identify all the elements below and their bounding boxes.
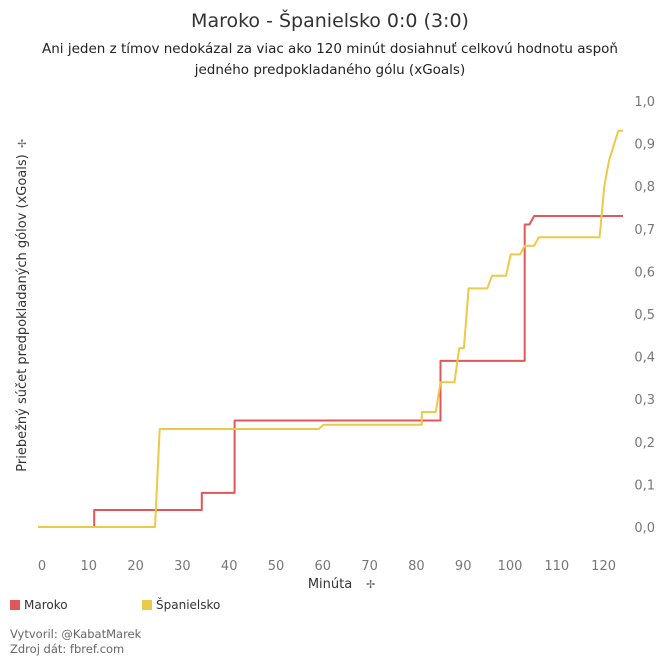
y-tick-label: 0,3	[634, 393, 655, 408]
x-axis-label: Minúta	[308, 577, 352, 592]
x-tick-label: 80	[408, 559, 425, 574]
series-line-spanielsko	[38, 129, 623, 528]
y-axis-title: Priebežný súčet predpokladaných gólov (x…	[15, 139, 30, 472]
x-tick-label: 10	[81, 559, 98, 574]
credit-source: Zdroj dát: fbref.com	[10, 642, 125, 656]
legend-label-maroko: Maroko	[24, 598, 68, 612]
y-tick-label: 0,0	[634, 521, 655, 536]
y-axis-label: Priebežný súčet predpokladaných gólov (x…	[15, 154, 30, 471]
x-tick-label: 30	[174, 559, 191, 574]
credit-author: Vytvoril: @KabatMarek	[10, 627, 142, 641]
x-tick-label: 100	[498, 559, 523, 574]
y-tick-label: 0,9	[634, 138, 655, 153]
x-tick-label: 20	[127, 559, 144, 574]
y-tick-label: 0,5	[634, 308, 655, 323]
legend-swatch-spanielsko	[142, 600, 152, 610]
x-tick-label: 40	[221, 559, 238, 574]
y-axis-ticks: 0,0 0,1 0,2 0,3 0,4 0,5 0,6 0,7 0,8 0,9 1,0	[634, 95, 655, 536]
y-tick-label: 0,2	[634, 436, 655, 451]
x-axis-title: Minúta ✢	[308, 577, 375, 592]
y-tick-label: 1,0	[634, 95, 655, 110]
x-tick-label: 120	[591, 559, 616, 574]
legend-item-maroko: Maroko	[10, 598, 68, 612]
series-lines	[38, 129, 623, 528]
x-axis-ticks: 0 10 20 30 40 50 60 70 80 90 100 110 120	[38, 559, 616, 574]
x-tick-label: 70	[361, 559, 378, 574]
x-tick-label: 50	[268, 559, 285, 574]
x-tick-label: 90	[455, 559, 472, 574]
legend-swatch-maroko	[10, 600, 20, 610]
x-tick-label: 110	[544, 559, 569, 574]
y-tick-label: 0,7	[634, 223, 655, 238]
y-tick-label: 0,1	[634, 478, 655, 493]
y-tick-label: 0,8	[634, 180, 655, 195]
y-tick-label: 0,6	[634, 265, 655, 280]
pin-icon: ✢	[366, 578, 375, 591]
x-tick-label: 60	[315, 559, 332, 574]
pin-icon: ✢	[16, 139, 29, 148]
chart-subtitle-line-2: jedného predpokladaného gólu (xGoals)	[194, 62, 466, 78]
chart-title: Maroko - Španielsko 0:0 (3:0)	[191, 10, 469, 32]
y-tick-label: 0,4	[634, 351, 655, 366]
xgoals-chart: 0,0 0,1 0,2 0,3 0,4 0,5 0,6 0,7 0,8 0,9 1,0 0 10 20 3…	[15, 95, 655, 592]
series-line-maroko	[38, 215, 623, 528]
chart-subtitle-line-1: Ani jeden z tímov nedokázal za viac ako …	[42, 41, 618, 57]
legend-label-spanielsko: Španielsko	[156, 598, 221, 612]
legend-item-spanielsko: Španielsko	[142, 598, 220, 612]
x-tick-label: 0	[38, 559, 46, 574]
